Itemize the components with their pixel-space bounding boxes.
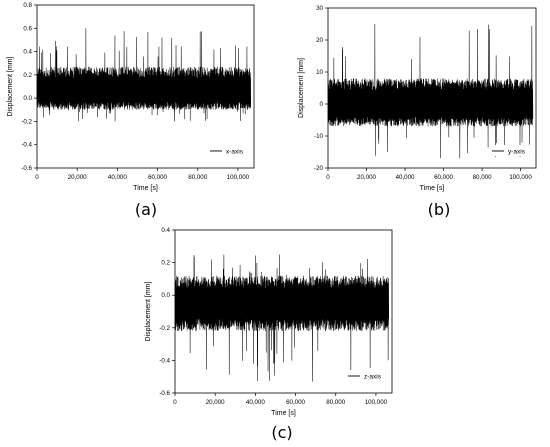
plot-frame <box>36 4 255 169</box>
x-axis-title: Time [s] <box>420 185 445 192</box>
legend-box <box>207 145 251 156</box>
x-tick-label: 100,000 <box>227 174 250 181</box>
plot-frame <box>174 229 393 394</box>
legend-label: y-axis <box>508 148 526 155</box>
y-tick-label: -20 <box>314 165 324 172</box>
series-line-y-axis <box>327 23 534 159</box>
y-tick-label: 0.8 <box>23 2 32 9</box>
y-tick-label: 30 <box>316 5 323 12</box>
x-tick-label: 60,000 <box>286 399 305 406</box>
chart-panel-c: -0.6 -0.4 -0.2 0.0 0.2 0.4 0 20,000 40,000 60,000… <box>145 227 393 417</box>
y-tick-label: 0.6 <box>23 25 32 32</box>
y-axis-title: Displacement [mm] <box>298 58 305 118</box>
x-tick-label: 80,000 <box>188 174 207 181</box>
x-axis-title: Time [s] <box>133 185 158 192</box>
x-tick-label: 40,000 <box>246 399 265 406</box>
y-tick-label: 0.0 <box>23 95 32 102</box>
caption-c: (c) <box>271 423 293 442</box>
y-tick-label: -0.4 <box>21 142 32 149</box>
x-tick-label: 0 <box>35 174 39 181</box>
x-tick-label: 20,000 <box>357 174 376 181</box>
legend-box <box>345 370 389 381</box>
series-line-z-axis <box>174 254 390 382</box>
y-tick-label: -0.2 <box>159 325 170 332</box>
y-tick-label: 0.0 <box>161 292 170 299</box>
x-tick-label: 100,000 <box>509 174 532 181</box>
y-tick-label: 20 <box>316 37 323 44</box>
caption-b: (b) <box>427 200 451 219</box>
y-tick-label: -0.6 <box>21 165 32 172</box>
series-line-x-axis <box>36 28 252 122</box>
x-tick-label: 40,000 <box>108 174 127 181</box>
x-tick-label: 80,000 <box>473 174 492 181</box>
legend-label: x-axis <box>226 148 244 155</box>
y-tick-label: -0.2 <box>21 118 32 125</box>
chart-panel-b: -20 -10 0 10 20 30 0 20,000 40,000 60,000 80,000 10… <box>298 5 537 192</box>
x-tick-label: 20,000 <box>68 174 87 181</box>
plot-frame <box>327 7 537 169</box>
legend-label: z-axis <box>364 373 382 380</box>
y-tick-label: 0.2 <box>23 72 32 79</box>
y-tick-label: -10 <box>314 133 324 140</box>
y-tick-label: -0.6 <box>159 390 170 397</box>
x-tick-label: 80,000 <box>326 399 345 406</box>
y-tick-label: 0.4 <box>161 227 170 234</box>
legend-box <box>489 145 533 156</box>
y-tick-label: 0 <box>320 101 324 108</box>
y-tick-label: 10 <box>316 69 323 76</box>
x-tick-label: 60,000 <box>148 174 167 181</box>
y-tick-label: -0.4 <box>159 357 170 364</box>
x-tick-label: 20,000 <box>206 399 225 406</box>
x-axis-title: Time [s] <box>271 410 296 417</box>
y-axis-title: Displacement [mm] <box>7 56 14 116</box>
chart-panel-a: -0.6 -0.4 -0.2 0.0 0.2 0.4 0.6 0.8 0 20,000 40,000… <box>7 2 255 192</box>
x-tick-label: 0 <box>326 174 330 181</box>
x-tick-label: 40,000 <box>396 174 415 181</box>
y-axis-title: Displacement [mm] <box>145 281 152 341</box>
caption-a: (a) <box>134 200 158 219</box>
x-tick-label: 60,000 <box>434 174 453 181</box>
x-tick-label: 100,000 <box>365 399 388 406</box>
y-tick-label: 0.4 <box>23 49 32 56</box>
y-tick-label: 0.2 <box>161 260 170 267</box>
x-tick-label: 0 <box>173 399 177 406</box>
